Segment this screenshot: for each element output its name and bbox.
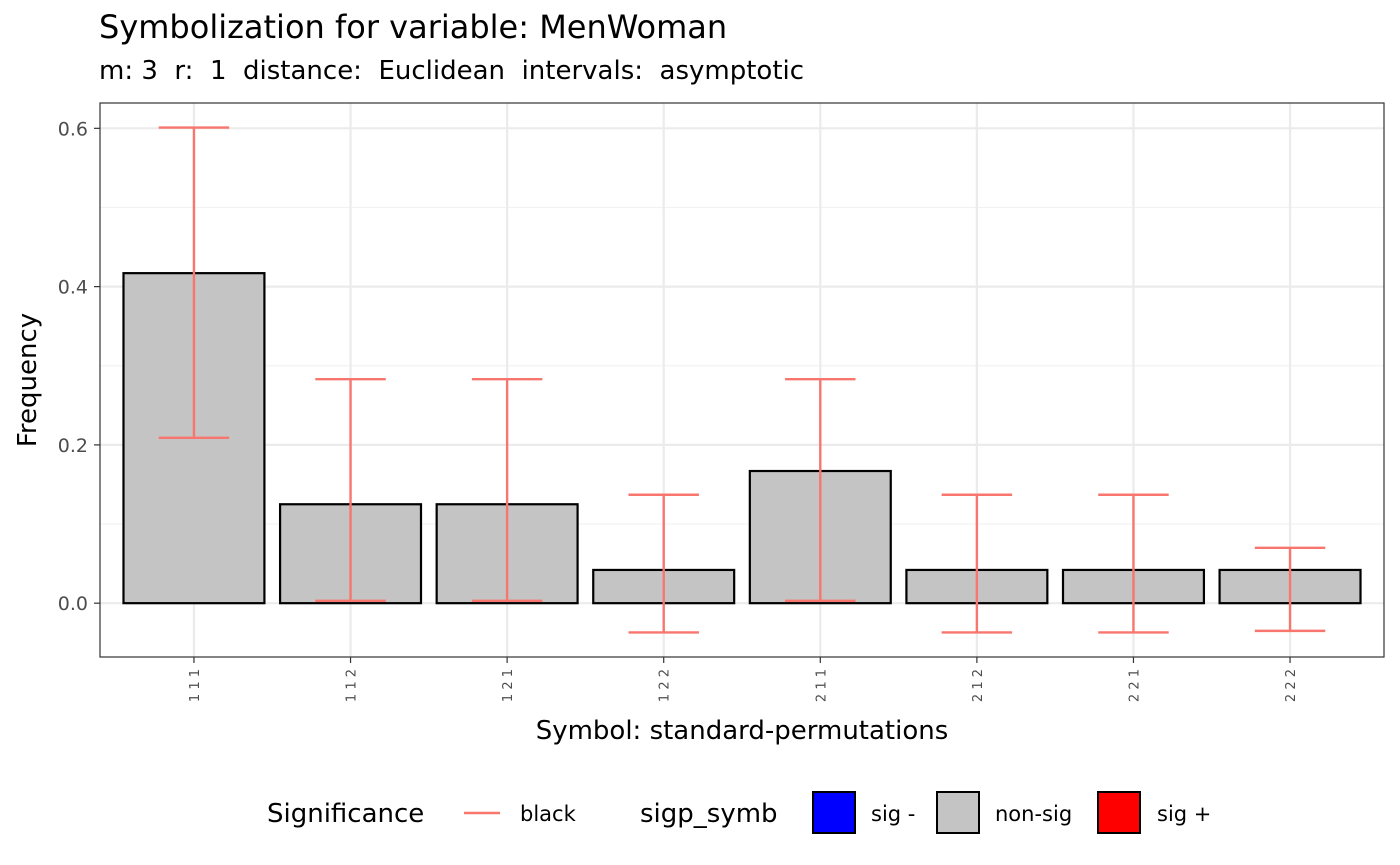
errorbars-layer: [158, 126, 1326, 634]
legend-label-sig-plus: sig +: [1157, 802, 1211, 826]
errorbar: [158, 126, 230, 439]
y-axis: 0.0 0.2 0.4 0.6: [58, 118, 100, 615]
errorbar: [785, 378, 856, 603]
x-tick-label: 1 1 2: [345, 669, 360, 702]
legend: Significance black sigp_symb sig - non-s…: [267, 791, 1211, 834]
y-tick-label: 0.2: [58, 435, 88, 457]
legend-significance-label: black: [520, 802, 577, 826]
y-tick-label: 0.0: [58, 593, 88, 615]
legend-key-sig-minus: [812, 791, 856, 834]
chart-subtitle: m: 3 r: 1 distance: Euclidean intervals:…: [99, 56, 805, 86]
bars-layer: [122, 272, 1362, 605]
x-axis: 1 1 1 1 1 2 1 2 1 1 2 2 2 1 1 2 1 2 2 2 1 2 2 2: [188, 657, 1299, 702]
panel-border: [99, 102, 1385, 658]
legend-key-non-sig: [936, 791, 980, 834]
chart-title: Symbolization for variable: MenWoman: [99, 8, 728, 46]
errorbar: [1098, 493, 1169, 634]
x-tick-label: 2 2 1: [1127, 669, 1142, 702]
x-tick-label: 2 1 1: [814, 669, 829, 702]
legend-significance-title: Significance: [267, 799, 424, 829]
legend-fill-title: sigp_symb: [640, 799, 778, 829]
x-axis-label: Symbol: standard-permutations: [536, 716, 949, 746]
errorbar: [1254, 546, 1326, 633]
legend-label-sig-minus: sig -: [871, 802, 915, 826]
x-tick-label: 1 1 1: [188, 669, 203, 702]
legend-label-non-sig: non-sig: [995, 802, 1072, 826]
x-tick-label: 2 2 2: [1284, 669, 1299, 702]
legend-key-sig-plus: [1097, 791, 1141, 834]
y-tick-label: 0.6: [58, 118, 88, 140]
x-tick-label: 2 1 2: [971, 669, 986, 702]
errorbar: [628, 493, 699, 634]
y-axis-label: Frequency: [13, 313, 43, 447]
errorbar: [315, 378, 386, 603]
y-tick-label: 0.4: [58, 277, 88, 299]
x-tick-label: 1 2 1: [501, 669, 516, 702]
errorbar: [941, 493, 1013, 634]
x-tick-label: 1 2 2: [658, 669, 673, 702]
errorbar: [471, 378, 543, 603]
